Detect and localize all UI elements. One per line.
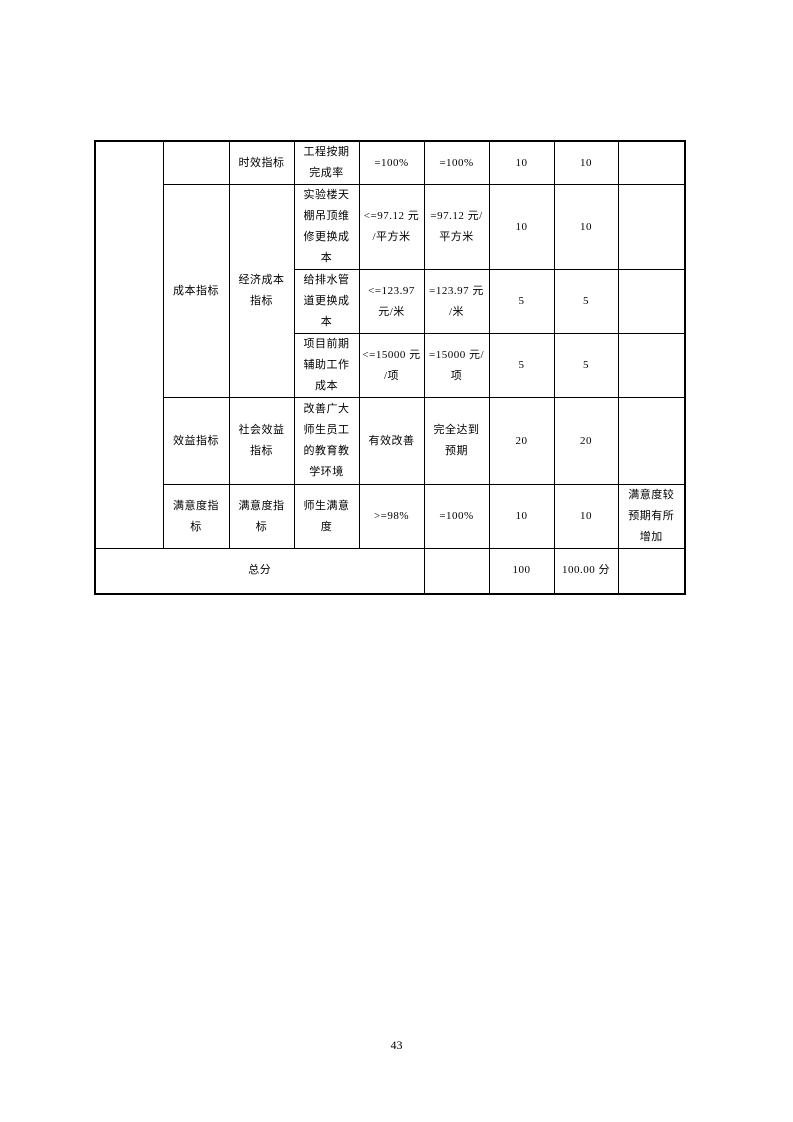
cell-target-value: <=97.12 元 /平方米 xyxy=(358,184,425,270)
cell-score: 5 xyxy=(553,333,619,398)
cell-remark: 满意度较 预期有所 增加 xyxy=(617,484,686,549)
cell-remark-blank xyxy=(617,397,686,485)
cell-score: 5 xyxy=(553,269,619,334)
cell-level1-indicator: 效益指标 xyxy=(162,397,230,485)
cell-target-value: =100% xyxy=(358,140,425,185)
cell-weight: 10 xyxy=(488,184,555,270)
table-row-cost-3: 项目前期 辅助工作 成本 <=15000 元 /项 =15000 元/ 项 5 … xyxy=(95,333,686,398)
cell-completion-value: =100% xyxy=(423,484,490,549)
table-row-benefit: 效益指标 社会效益 指标 改善广大 师生员工 的教育教 学环境 有效改善 完全达… xyxy=(95,397,686,485)
table-row-cost-2: 给排水管 道更换成 本 <=123.97 元/米 =123.97 元 /米 5 … xyxy=(95,269,686,334)
cell-target-value: >=98% xyxy=(358,484,425,549)
cell-level3-indicator: 项目前期 辅助工作 成本 xyxy=(293,333,360,398)
cell-total-label: 总分 xyxy=(94,548,425,594)
page-number: 43 xyxy=(390,1038,403,1052)
cell-score: 20 xyxy=(553,397,619,485)
cell-level2-indicator: 经济成本 指标 xyxy=(228,184,295,398)
cell-level3-indicator: 师生满意 度 xyxy=(293,484,360,549)
cell-level2-indicator: 社会效益 指标 xyxy=(228,397,295,485)
cell-weight: 20 xyxy=(488,397,555,485)
cell-total-remark-blank xyxy=(617,548,686,594)
cell-score: 10 xyxy=(553,484,619,549)
cell-completion-value: 完全达到 预期 xyxy=(423,397,490,485)
cell-target-value: <=15000 元 /项 xyxy=(358,333,425,398)
cell-weight: 10 xyxy=(488,484,555,549)
table-row-cost-1: 成本指标 经济成本 指标 实验楼天 棚吊顶维 修更换成 本 <=97.12 元 … xyxy=(95,184,686,398)
cell-level1-indicator: 满意度指 标 xyxy=(162,484,230,549)
cell-target-value: 有效改善 xyxy=(358,397,425,485)
cell-remark-blank xyxy=(617,184,686,270)
cell-total-completion-blank xyxy=(423,548,490,594)
table-row-satisfaction: 满意度指 标 满意度指 标 师生满意 度 >=98% =100% 10 10 满… xyxy=(95,484,686,549)
cell-remark-blank xyxy=(617,269,686,334)
cell-level3-indicator: 工程按期 完成率 xyxy=(293,140,360,185)
cell-remark-blank xyxy=(617,333,686,398)
cell-level2-indicator: 满意度指 标 xyxy=(228,484,295,549)
cell-level2-indicator: 时效指标 xyxy=(228,140,295,185)
cell-weight: 5 xyxy=(488,269,555,334)
cell-weight: 5 xyxy=(488,333,555,398)
cell-score: 10 xyxy=(553,140,619,185)
cell-completion-value: =123.97 元 /米 xyxy=(423,269,490,334)
cell-score: 10 xyxy=(553,184,619,270)
cell-total-weight: 100 xyxy=(488,548,555,594)
cell-level1-blank xyxy=(162,140,230,185)
cell-level3-indicator: 实验楼天 棚吊顶维 修更换成 本 xyxy=(293,184,360,270)
cell-completion-value: =97.12 元/ 平方米 xyxy=(423,184,490,270)
table-row-total: 总分 100 100.00 分 xyxy=(94,548,686,594)
cell-level1-indicator: 成本指标 xyxy=(162,184,230,398)
cell-completion-value: =100% xyxy=(423,140,490,185)
cell-level3-indicator: 改善广大 师生员工 的教育教 学环境 xyxy=(293,397,360,485)
performance-indicator-table: 时效指标 工程按期 完成率 =100% =100% 10 10 成本指标 经济成… xyxy=(94,140,686,595)
cell-level3-indicator: 给排水管 道更换成 本 xyxy=(293,269,360,334)
cell-total-score: 100.00 分 xyxy=(553,548,619,594)
cell-completion-value: =15000 元/ 项 xyxy=(423,333,490,398)
cell-merged-blank-group xyxy=(94,140,164,549)
cell-weight: 10 xyxy=(488,140,555,185)
cell-target-value: <=123.97 元/米 xyxy=(358,269,425,334)
cell-remark-blank xyxy=(617,140,686,185)
table-row-timeliness: 时效指标 工程按期 完成率 =100% =100% 10 10 xyxy=(94,140,686,549)
